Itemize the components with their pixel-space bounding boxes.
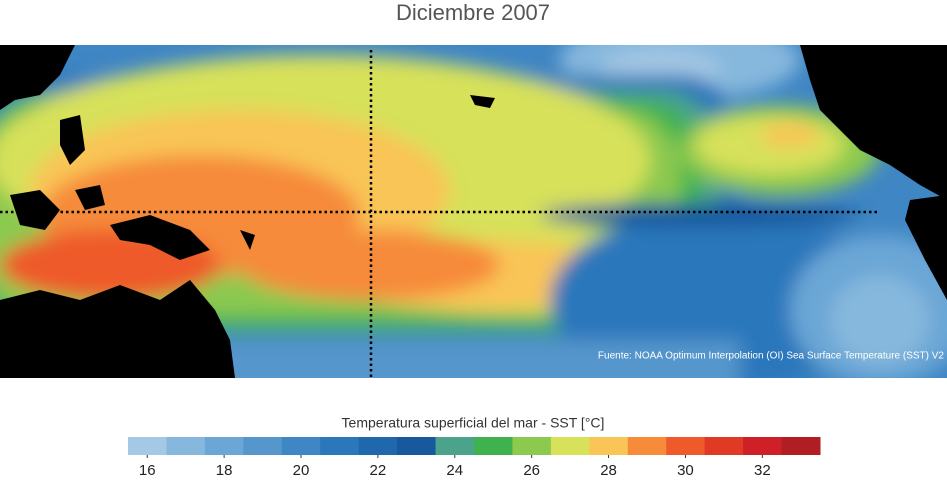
colorbar-tick-label: 26 bbox=[523, 462, 540, 479]
colorbar-segment bbox=[166, 437, 206, 455]
colorbar-segment bbox=[550, 437, 590, 455]
colorbar-tick-label: 22 bbox=[370, 462, 387, 479]
colorbar-tick-label: 16 bbox=[139, 462, 156, 479]
colorbar-segment bbox=[243, 437, 283, 455]
colorbar-segment bbox=[128, 437, 167, 455]
source-note: Fuente: NOAA Optimum Interpolation (OI) … bbox=[598, 351, 945, 362]
colorbar-tick-label: 18 bbox=[216, 462, 233, 479]
sst-map: Fuente: NOAA Optimum Interpolation (OI) … bbox=[0, 45, 947, 378]
colorbar-segment bbox=[474, 437, 513, 455]
colorbar-segment bbox=[512, 437, 552, 455]
colorbar-segment bbox=[589, 437, 629, 455]
colorbar-segment bbox=[435, 437, 475, 455]
colorbar-tick-label: 20 bbox=[293, 462, 310, 479]
colorbar-label: Temperatura superficial del mar - SST [°… bbox=[342, 415, 605, 431]
colorbar-segment bbox=[781, 437, 821, 455]
colorbar-segment bbox=[397, 437, 437, 455]
title: Diciembre 2007 bbox=[396, 0, 550, 25]
colorbar-tick-label: 28 bbox=[600, 462, 617, 479]
colorbar-segment bbox=[743, 437, 783, 455]
land bbox=[0, 45, 947, 378]
colorbar-tick-label: 30 bbox=[677, 462, 694, 479]
colorbar-segment bbox=[320, 437, 360, 455]
colorbar-segment bbox=[358, 437, 398, 455]
colorbar-segment bbox=[666, 437, 706, 455]
colorbar-tick-label: 32 bbox=[754, 462, 771, 479]
colorbar-segment bbox=[704, 437, 744, 455]
colorbar-segment bbox=[204, 437, 244, 455]
colorbar-tick-label: 24 bbox=[446, 462, 463, 479]
colorbar-segment bbox=[281, 437, 321, 455]
colorbar: 16 18 20 22 24 26 28 30 32 bbox=[128, 437, 821, 479]
colorbar-segment bbox=[627, 437, 667, 455]
